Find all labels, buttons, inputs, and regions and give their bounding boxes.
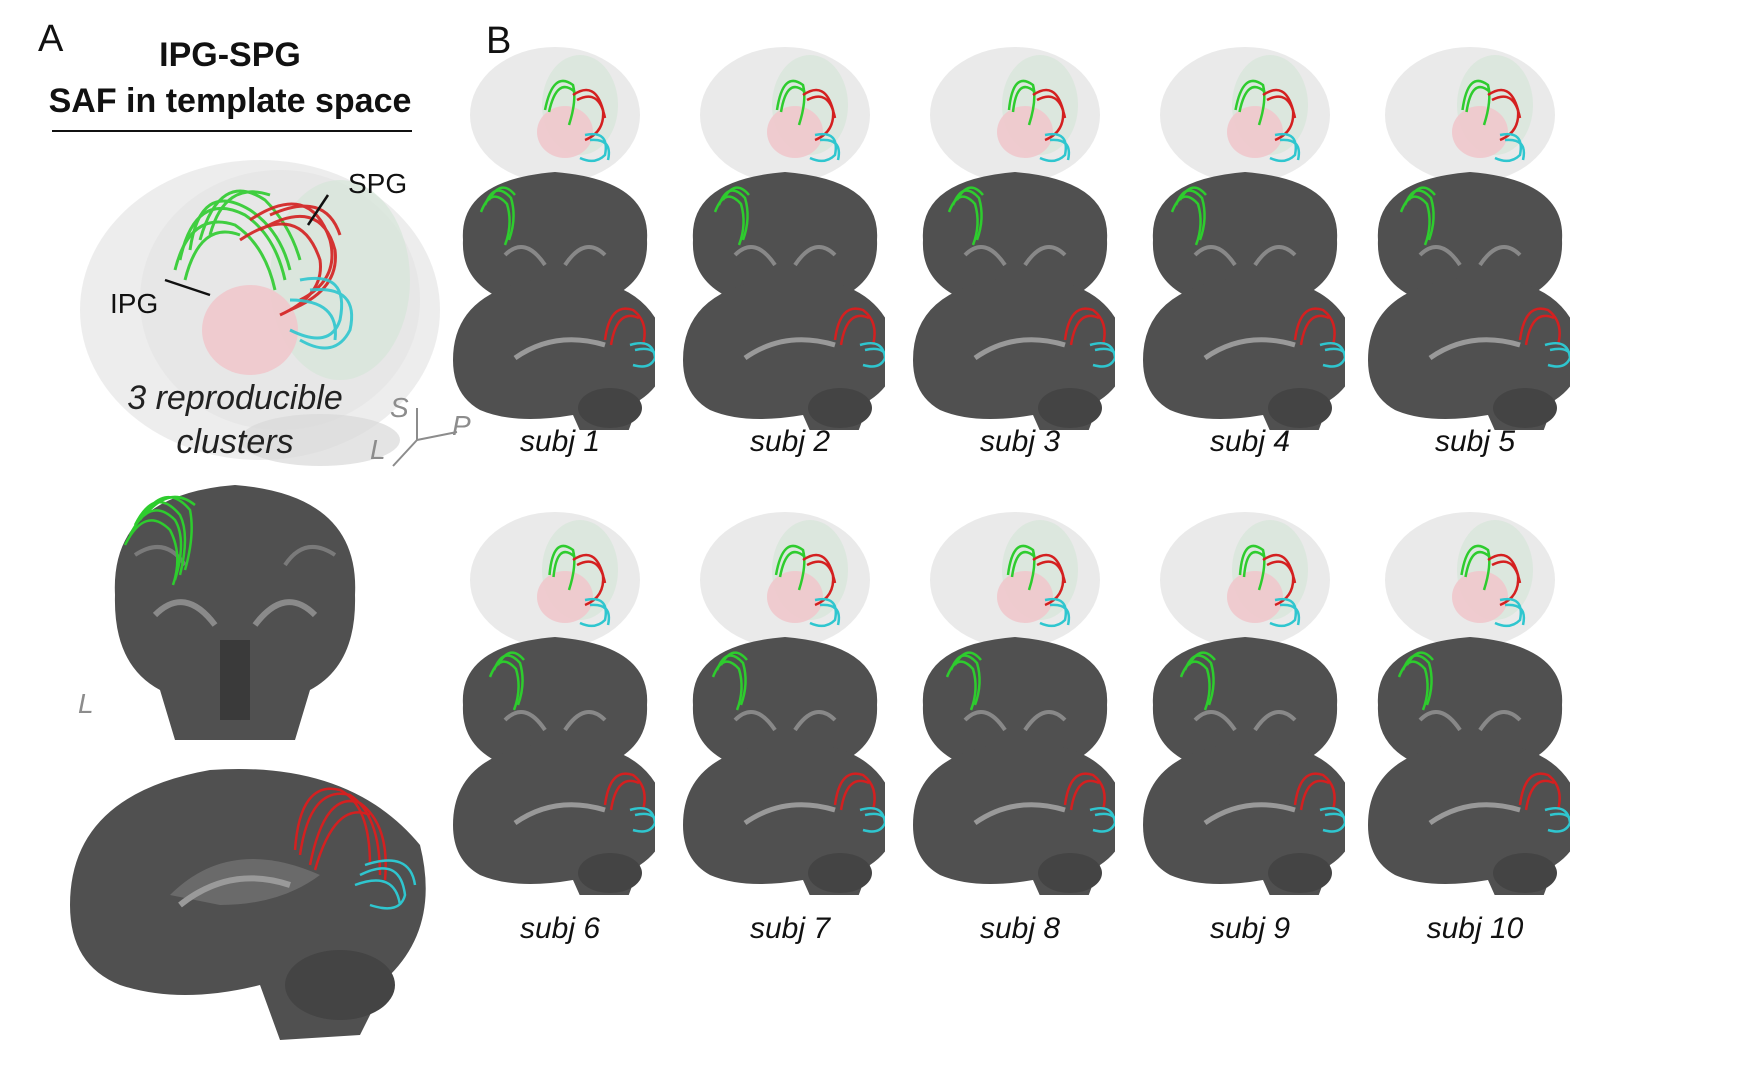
subject-tile (1368, 47, 1570, 430)
note-line1: 3 reproducible (127, 379, 343, 417)
label-spg: SPG (348, 168, 408, 199)
coronal-slice (692, 172, 878, 298)
coronal-slice (1152, 172, 1338, 298)
subject-tile (453, 512, 655, 895)
sagittal-slice (1368, 742, 1570, 895)
template-glass-brain (80, 160, 440, 466)
coronal-slice (462, 172, 648, 298)
sagittal-slice (913, 277, 1115, 430)
title-underline (52, 130, 412, 132)
subject-tile (1368, 512, 1570, 895)
glass-brain (700, 47, 870, 183)
subject-tile (913, 47, 1115, 430)
subject-label: subj 5 (1434, 425, 1516, 458)
subject-label: subj 2 (749, 425, 831, 458)
subject-tile (453, 47, 655, 430)
label-ipg: IPG (110, 288, 159, 319)
note-line2: clusters (176, 423, 294, 461)
glass-brain (470, 47, 640, 183)
coronal-slice (1152, 637, 1338, 763)
panel-label-a: A (38, 18, 64, 60)
panel-a-title-line2: SAF in template space (48, 82, 412, 120)
sagittal-slice (913, 742, 1115, 895)
subject-tile (913, 512, 1115, 895)
glass-brain (930, 512, 1100, 648)
coronal-slice (692, 637, 878, 763)
template-coronal-slice (114, 485, 356, 740)
glass-brain (1160, 512, 1330, 648)
glass-brain (1385, 47, 1555, 183)
subject-tile (683, 47, 885, 430)
sagittal-slice (1368, 277, 1570, 430)
coronal-l-label: L (78, 688, 94, 719)
sagittal-slice (1143, 277, 1345, 430)
subject-label: subj 4 (1209, 425, 1291, 458)
glass-brain (1385, 512, 1555, 648)
panel-a-title-line1: IPG-SPG (159, 36, 301, 74)
subject-tile (683, 512, 885, 895)
sagittal-slice (453, 277, 655, 430)
subject-label: subj 10 (1426, 912, 1524, 945)
coronal-slice (1377, 637, 1563, 763)
axis-s: S (390, 392, 409, 423)
subject-label: subj 9 (1209, 912, 1291, 945)
sagittal-slice (453, 742, 655, 895)
subject-label: subj 7 (749, 912, 831, 945)
coronal-slice (462, 637, 648, 763)
coronal-slice (922, 172, 1108, 298)
glass-brain (470, 512, 640, 648)
subject-label: subj 8 (979, 912, 1061, 945)
template-sagittal-slice (70, 768, 426, 1040)
coronal-slice (1377, 172, 1563, 298)
panel-label-b: B (486, 20, 512, 62)
subject-label: subj 6 (519, 912, 601, 945)
glass-brain (930, 47, 1100, 183)
orientation-axes (392, 408, 458, 467)
coronal-slice (922, 637, 1108, 763)
glass-brain (700, 512, 870, 648)
sagittal-slice (1143, 742, 1345, 895)
sagittal-slice (683, 742, 885, 895)
subject-label: subj 1 (519, 425, 601, 458)
axis-l: L (370, 434, 386, 465)
axis-p: P (452, 410, 471, 441)
sagittal-slice (683, 277, 885, 430)
glass-brain (1160, 47, 1330, 183)
subject-tile (1143, 47, 1345, 430)
subject-tile (1143, 512, 1345, 895)
subject-label: subj 3 (979, 425, 1061, 458)
